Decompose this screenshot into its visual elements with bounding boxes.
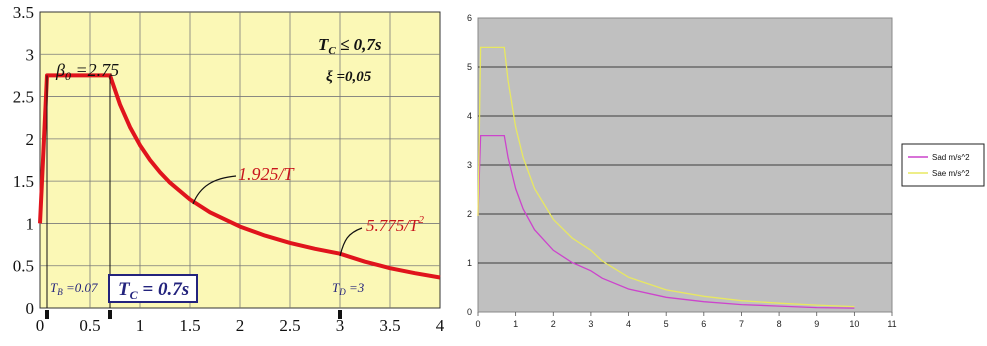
x-axis-ticks: 0 0.5 1 1.5 2 2.5 3 3.5 4	[36, 316, 445, 335]
x-tick-label: 3	[588, 319, 593, 329]
x-tick-label: 8	[777, 319, 782, 329]
series-line-sad	[477, 134, 855, 309]
x-tick-label: 6	[701, 319, 706, 329]
y-tick-label: 3	[26, 45, 35, 64]
y-tick-label: 2.5	[13, 88, 34, 107]
x-tick-label: 1	[513, 319, 518, 329]
y-tick-label: 4	[467, 111, 472, 121]
y-tick-label: 5	[467, 62, 472, 72]
x-tick-label: 1.5	[179, 316, 200, 335]
x-tick-label: 7	[739, 319, 744, 329]
y-axis-ticks: 0 0.5 1 1.5 2 2.5 3 3.5	[13, 3, 34, 318]
y-tick-label: 3	[467, 160, 472, 170]
tc-box-label: TC = 0.7s	[118, 279, 189, 302]
y-tick-label: 1.5	[13, 172, 34, 191]
axis-marker	[108, 310, 112, 319]
td-label: TD =3	[332, 280, 365, 297]
axis-marker	[338, 310, 342, 319]
y-tick-label: 1	[467, 258, 472, 268]
grid-lines	[40, 12, 440, 308]
tc-condition: TC ≤ 0,7s	[318, 35, 382, 57]
legend-label-sae: Sae m/s^2	[932, 169, 970, 178]
series-line-sae	[477, 46, 855, 308]
x-tick-label: 0	[475, 319, 480, 329]
x-tick-label: 2.5	[279, 316, 300, 335]
x-tick-label: 1	[136, 316, 145, 335]
x-axis-ticks: 0 1 2 3 4 5 6 7 8 9 10 11	[475, 312, 897, 329]
chart-right: 0 1 2 3 4 5 6 7 8 9 10 11 0 1 2 3 4 5 6 Sad m/s^2 Sae m/s…	[467, 13, 985, 329]
axis-markers	[45, 310, 342, 319]
y-tick-label: 3.5	[13, 3, 34, 22]
x-tick-label: 0.5	[79, 316, 100, 335]
y-tick-label: 0	[26, 299, 35, 318]
x-tick-label: 3.5	[379, 316, 400, 335]
eq-label-late: 5.775/T2	[366, 214, 424, 235]
axis-marker	[45, 310, 49, 319]
y-tick-label: 0	[467, 307, 472, 317]
legend: Sad m/s^2 Sae m/s^2	[901, 143, 985, 187]
chart-left: 0 0.5 1 1.5 2 2.5 3 3.5 4 0 0.5 1 1.5 2 2.5 3 3.5 TC ≤ …	[13, 3, 445, 335]
y-tick-label: 0.5	[13, 257, 34, 276]
x-tick-label: 10	[849, 319, 859, 329]
x-tick-label: 4	[626, 319, 631, 329]
beta-label: β0 =2.75	[55, 60, 119, 83]
leader-line-mid	[192, 175, 237, 205]
series-line	[38, 73, 441, 280]
series-lines	[477, 46, 855, 309]
x-tick-label: 9	[814, 319, 819, 329]
x-tick-label: 5	[664, 319, 669, 329]
x-tick-label: 4	[436, 316, 445, 335]
x-tick-label: 3	[336, 316, 345, 335]
leader-line-late	[339, 227, 363, 257]
tb-label: TB =0.07	[50, 280, 98, 297]
y-tick-label: 6	[467, 13, 472, 23]
y-axis-ticks: 0 1 2 3 4 5 6	[467, 13, 472, 317]
x-tick-label: 0	[36, 316, 45, 335]
damping-label: ξ =0,05	[326, 69, 372, 85]
y-tick-label: 2	[467, 209, 472, 219]
eq-label-mid: 1.925/T	[238, 164, 296, 184]
legend-box	[901, 143, 985, 187]
y-tick-label: 1	[26, 214, 35, 233]
legend-label-sad: Sad m/s^2	[932, 153, 970, 162]
x-tick-label: 2	[236, 316, 245, 335]
tc-box	[108, 274, 198, 303]
y-tick-label: 2	[26, 130, 35, 149]
x-tick-label: 11	[887, 319, 896, 329]
x-tick-label: 2	[551, 319, 556, 329]
grid-lines	[478, 66, 892, 264]
